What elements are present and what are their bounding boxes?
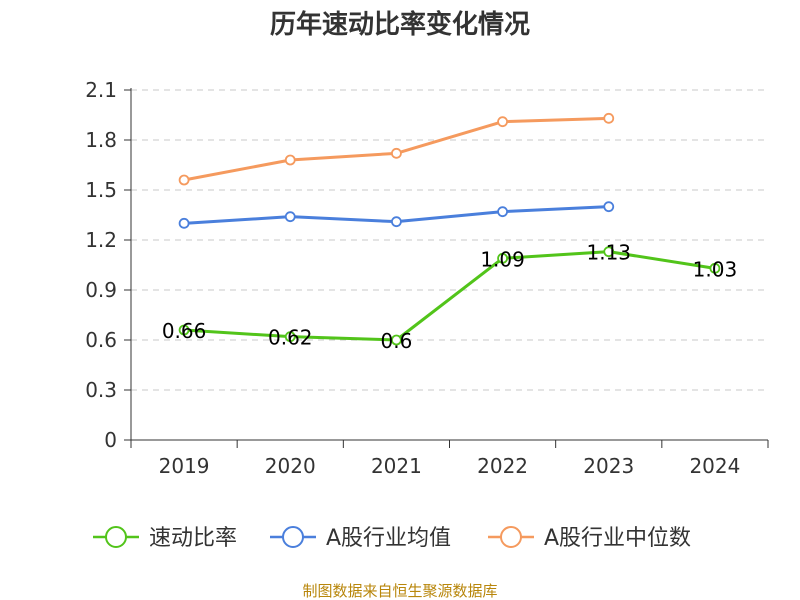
x-tick-label: 2020 — [265, 454, 316, 478]
data-label: 0.66 — [162, 319, 207, 343]
data-point — [178, 324, 190, 336]
data-label: 1.13 — [586, 241, 631, 265]
y-tick-label: 0.3 — [85, 378, 117, 402]
legend-label: A股行业均值 — [326, 526, 451, 551]
data-point — [603, 112, 615, 124]
x-tick-label: 2021 — [371, 454, 422, 478]
series-1 — [178, 201, 615, 229]
legend-item-2: A股行业中位数 — [488, 526, 691, 551]
data-point — [391, 216, 402, 228]
data-point — [709, 262, 721, 274]
y-tick-label: 0.6 — [85, 328, 117, 352]
data-label: 1.03 — [693, 257, 738, 281]
data-point — [178, 174, 190, 186]
y-tick-label: 1.5 — [85, 178, 117, 202]
grid-lines — [131, 89, 768, 391]
x-tick-label: 2023 — [583, 454, 634, 478]
series-0 — [178, 246, 721, 346]
data-point — [497, 116, 508, 128]
legend-item-1: A股行业均值 — [270, 526, 451, 551]
series-lines — [178, 112, 721, 346]
source-note: 制图数据来自恒生聚源数据库 — [302, 582, 497, 600]
data-point — [284, 211, 296, 223]
legend-marker — [105, 526, 127, 548]
y-tick-label: 0 — [104, 428, 117, 452]
chart-title: 历年速动比率变化情况 — [270, 9, 530, 40]
legend-marker — [282, 526, 304, 548]
series-2 — [178, 112, 615, 186]
data-point — [178, 217, 190, 229]
data-label: 1.09 — [480, 247, 525, 271]
data-point — [284, 154, 296, 166]
x-tick-label: 2019 — [159, 454, 210, 478]
legend-marker — [500, 526, 522, 548]
data-labels: 0.66 0.62 0.6 1.09 1.13 1.03 — [162, 241, 737, 353]
data-point — [497, 206, 508, 218]
data-point — [603, 246, 615, 258]
data-label: 0.62 — [268, 326, 313, 350]
data-point — [284, 331, 296, 343]
y-tick-label: 2.1 — [85, 78, 117, 102]
x-tick-label: 2024 — [689, 454, 740, 478]
series-line — [183, 250, 716, 342]
y-tick-label: 1.2 — [85, 228, 117, 252]
y-tick-label: 1.8 — [85, 128, 117, 152]
data-point — [603, 201, 615, 213]
legend: 速动比率 A股行业均值 A股行业中位数 — [93, 526, 691, 551]
legend-label: 速动比率 — [149, 526, 237, 551]
y-tick-label: 0.9 — [85, 278, 117, 302]
axes: 0 0.3 0.6 0.9 1.2 1.5 1.8 2.1 2019 2020 2021 2022 20… — [85, 78, 769, 478]
legend-item-0: 速动比率 — [93, 526, 237, 551]
data-label: 0.6 — [381, 329, 413, 353]
legend-label: A股行业中位数 — [544, 526, 691, 551]
data-point — [497, 252, 508, 264]
data-point — [391, 334, 402, 346]
x-tick-label: 2022 — [477, 454, 528, 478]
data-point — [391, 147, 402, 159]
